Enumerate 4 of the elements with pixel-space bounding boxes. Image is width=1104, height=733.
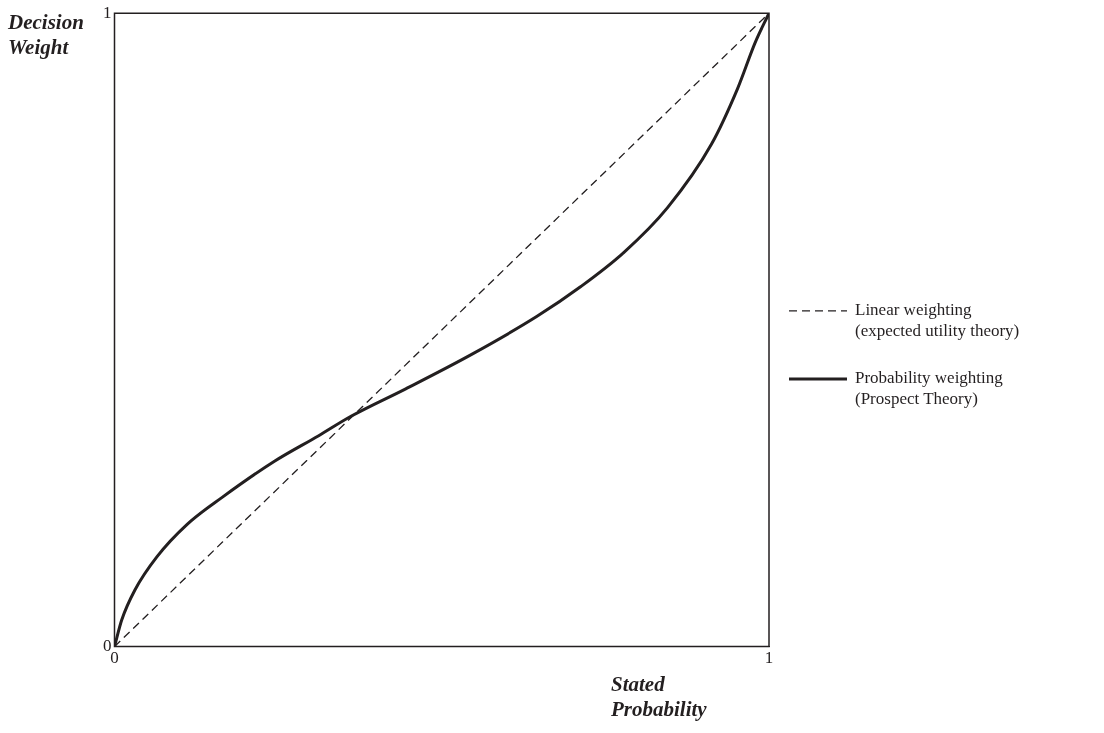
legend-label: Linear weighting (expected utility theory) — [855, 300, 1020, 341]
x-axis-title: Stated Probability — [610, 671, 708, 721]
y-axis-title: Decision Weight — [7, 10, 84, 60]
legend-label: Probability weighting (Prospect Theory) — [855, 368, 1004, 409]
